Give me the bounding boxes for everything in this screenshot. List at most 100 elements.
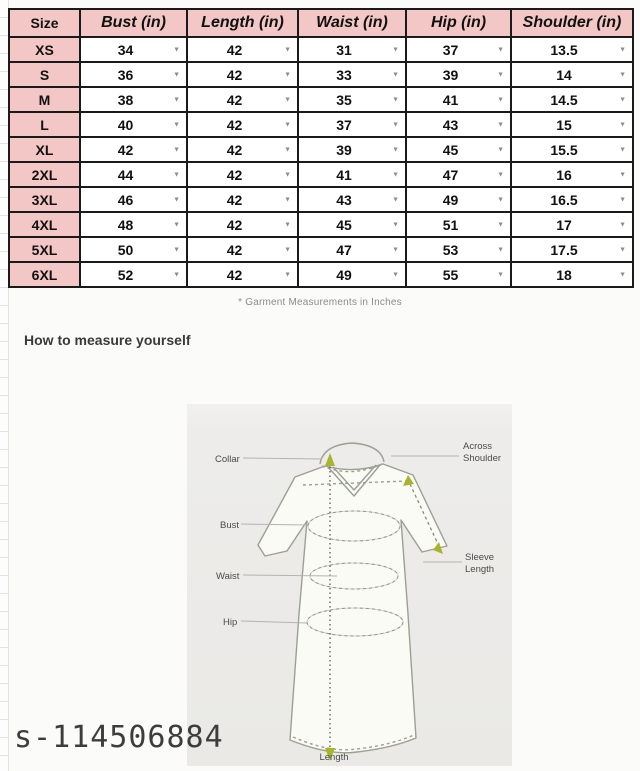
dropdown-arrow-icon[interactable]: ▼ bbox=[619, 171, 626, 178]
measurement-cell[interactable]: 18 ▼ bbox=[510, 261, 634, 288]
dropdown-arrow-icon[interactable]: ▼ bbox=[284, 71, 291, 78]
measurement-cell[interactable]: 38 ▼ bbox=[79, 86, 188, 113]
measurement-cell[interactable]: 49 ▼ bbox=[297, 261, 407, 288]
dropdown-arrow-icon[interactable]: ▼ bbox=[173, 96, 180, 103]
measurement-cell[interactable]: 42 ▼ bbox=[186, 161, 299, 188]
measurement-cell[interactable]: 37 ▼ bbox=[405, 36, 512, 63]
dropdown-arrow-icon[interactable]: ▼ bbox=[173, 46, 180, 53]
dropdown-arrow-icon[interactable]: ▼ bbox=[284, 171, 291, 178]
dropdown-arrow-icon[interactable]: ▼ bbox=[173, 221, 180, 228]
measurement-cell[interactable]: 33 ▼ bbox=[297, 61, 407, 88]
measurement-cell[interactable]: 42 ▼ bbox=[186, 236, 299, 263]
dropdown-arrow-icon[interactable]: ▼ bbox=[497, 121, 504, 128]
dropdown-arrow-icon[interactable]: ▼ bbox=[284, 121, 291, 128]
dropdown-arrow-icon[interactable]: ▼ bbox=[392, 171, 399, 178]
measurement-cell[interactable]: 40 ▼ bbox=[79, 111, 188, 138]
dropdown-arrow-icon[interactable]: ▼ bbox=[497, 271, 504, 278]
measurement-cell[interactable]: 45 ▼ bbox=[405, 136, 512, 163]
measurement-cell[interactable]: 35 ▼ bbox=[297, 86, 407, 113]
dropdown-arrow-icon[interactable]: ▼ bbox=[173, 146, 180, 153]
measurement-cell[interactable]: 41 ▼ bbox=[405, 86, 512, 113]
measurement-cell[interactable]: 15.5 ▼ bbox=[510, 136, 634, 163]
measurement-cell[interactable]: 34 ▼ bbox=[79, 36, 188, 63]
measurement-cell[interactable]: 45 ▼ bbox=[297, 211, 407, 238]
dropdown-arrow-icon[interactable]: ▼ bbox=[284, 246, 291, 253]
measurement-cell[interactable]: 43 ▼ bbox=[405, 111, 512, 138]
dropdown-arrow-icon[interactable]: ▼ bbox=[497, 196, 504, 203]
dropdown-arrow-icon[interactable]: ▼ bbox=[392, 246, 399, 253]
dropdown-arrow-icon[interactable]: ▼ bbox=[284, 221, 291, 228]
measurement-cell[interactable]: 42 ▼ bbox=[186, 186, 299, 213]
measurement-cell[interactable]: 16 ▼ bbox=[510, 161, 634, 188]
dropdown-arrow-icon[interactable]: ▼ bbox=[284, 96, 291, 103]
dropdown-arrow-icon[interactable]: ▼ bbox=[392, 146, 399, 153]
dropdown-arrow-icon[interactable]: ▼ bbox=[173, 171, 180, 178]
dropdown-arrow-icon[interactable]: ▼ bbox=[392, 46, 399, 53]
dropdown-arrow-icon[interactable]: ▼ bbox=[173, 121, 180, 128]
measurement-cell[interactable]: 42 ▼ bbox=[186, 111, 299, 138]
measurement-cell[interactable]: 17.5 ▼ bbox=[510, 236, 634, 263]
dropdown-arrow-icon[interactable]: ▼ bbox=[392, 271, 399, 278]
dropdown-arrow-icon[interactable]: ▼ bbox=[284, 146, 291, 153]
measurement-cell[interactable]: 42 ▼ bbox=[186, 261, 299, 288]
measurement-cell[interactable]: 42 ▼ bbox=[186, 36, 299, 63]
dropdown-arrow-icon[interactable]: ▼ bbox=[619, 71, 626, 78]
measurement-cell[interactable]: 42 ▼ bbox=[186, 211, 299, 238]
measurement-cell[interactable]: 16.5 ▼ bbox=[510, 186, 634, 213]
measurement-cell[interactable]: 39 ▼ bbox=[405, 61, 512, 88]
measurement-cell[interactable]: 49 ▼ bbox=[405, 186, 512, 213]
measurement-cell[interactable]: 44 ▼ bbox=[79, 161, 188, 188]
measurement-cell[interactable]: 46 ▼ bbox=[79, 186, 188, 213]
dropdown-arrow-icon[interactable]: ▼ bbox=[173, 71, 180, 78]
measurement-cell[interactable]: 14.5 ▼ bbox=[510, 86, 634, 113]
measurement-cell[interactable]: 39 ▼ bbox=[297, 136, 407, 163]
measurement-cell[interactable]: 42 ▼ bbox=[186, 136, 299, 163]
measurement-cell[interactable]: 47 ▼ bbox=[297, 236, 407, 263]
dropdown-arrow-icon[interactable]: ▼ bbox=[173, 246, 180, 253]
measurement-cell[interactable]: 37 ▼ bbox=[297, 111, 407, 138]
dropdown-arrow-icon[interactable]: ▼ bbox=[619, 271, 626, 278]
dropdown-arrow-icon[interactable]: ▼ bbox=[173, 196, 180, 203]
dropdown-arrow-icon[interactable]: ▼ bbox=[497, 96, 504, 103]
measurement-cell[interactable]: 41 ▼ bbox=[297, 161, 407, 188]
measurement-cell[interactable]: 14 ▼ bbox=[510, 61, 634, 88]
dropdown-arrow-icon[interactable]: ▼ bbox=[619, 96, 626, 103]
dropdown-arrow-icon[interactable]: ▼ bbox=[284, 196, 291, 203]
measurement-cell[interactable]: 51 ▼ bbox=[405, 211, 512, 238]
measurement-cell[interactable]: 42 ▼ bbox=[79, 136, 188, 163]
dropdown-arrow-icon[interactable]: ▼ bbox=[619, 146, 626, 153]
dropdown-arrow-icon[interactable]: ▼ bbox=[284, 46, 291, 53]
dropdown-arrow-icon[interactable]: ▼ bbox=[619, 221, 626, 228]
measurement-cell[interactable]: 52 ▼ bbox=[79, 261, 188, 288]
dropdown-arrow-icon[interactable]: ▼ bbox=[497, 171, 504, 178]
measurement-cell[interactable]: 17 ▼ bbox=[510, 211, 634, 238]
dropdown-arrow-icon[interactable]: ▼ bbox=[497, 221, 504, 228]
dropdown-arrow-icon[interactable]: ▼ bbox=[497, 46, 504, 53]
dropdown-arrow-icon[interactable]: ▼ bbox=[392, 96, 399, 103]
dropdown-arrow-icon[interactable]: ▼ bbox=[173, 271, 180, 278]
dropdown-arrow-icon[interactable]: ▼ bbox=[284, 271, 291, 278]
dropdown-arrow-icon[interactable]: ▼ bbox=[392, 71, 399, 78]
dropdown-arrow-icon[interactable]: ▼ bbox=[392, 196, 399, 203]
dropdown-arrow-icon[interactable]: ▼ bbox=[497, 246, 504, 253]
dropdown-arrow-icon[interactable]: ▼ bbox=[392, 121, 399, 128]
measurement-cell[interactable]: 42 ▼ bbox=[186, 61, 299, 88]
measurement-cell[interactable]: 13.5 ▼ bbox=[510, 36, 634, 63]
dropdown-arrow-icon[interactable]: ▼ bbox=[619, 246, 626, 253]
measurement-cell[interactable]: 42 ▼ bbox=[186, 86, 299, 113]
dropdown-arrow-icon[interactable]: ▼ bbox=[497, 146, 504, 153]
dropdown-arrow-icon[interactable]: ▼ bbox=[619, 46, 626, 53]
measurement-cell[interactable]: 15 ▼ bbox=[510, 111, 634, 138]
dropdown-arrow-icon[interactable]: ▼ bbox=[619, 121, 626, 128]
measurement-cell[interactable]: 48 ▼ bbox=[79, 211, 188, 238]
dropdown-arrow-icon[interactable]: ▼ bbox=[619, 196, 626, 203]
measurement-cell[interactable]: 55 ▼ bbox=[405, 261, 512, 288]
measurement-cell[interactable]: 53 ▼ bbox=[405, 236, 512, 263]
dropdown-arrow-icon[interactable]: ▼ bbox=[497, 71, 504, 78]
dropdown-arrow-icon[interactable]: ▼ bbox=[392, 221, 399, 228]
measurement-cell[interactable]: 47 ▼ bbox=[405, 161, 512, 188]
measurement-cell[interactable]: 43 ▼ bbox=[297, 186, 407, 213]
measurement-cell[interactable]: 50 ▼ bbox=[79, 236, 188, 263]
measurement-cell[interactable]: 36 ▼ bbox=[79, 61, 188, 88]
measurement-cell[interactable]: 31 ▼ bbox=[297, 36, 407, 63]
